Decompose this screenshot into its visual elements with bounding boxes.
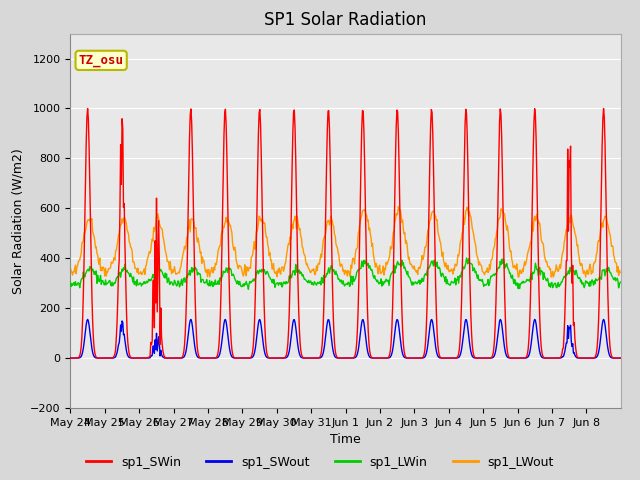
X-axis label: Time: Time <box>330 433 361 446</box>
Title: SP1 Solar Radiation: SP1 Solar Radiation <box>264 11 427 29</box>
Text: TZ_osu: TZ_osu <box>79 54 124 67</box>
Legend: sp1_SWin, sp1_SWout, sp1_LWin, sp1_LWout: sp1_SWin, sp1_SWout, sp1_LWin, sp1_LWout <box>81 451 559 474</box>
Y-axis label: Solar Radiation (W/m2): Solar Radiation (W/m2) <box>12 148 24 294</box>
